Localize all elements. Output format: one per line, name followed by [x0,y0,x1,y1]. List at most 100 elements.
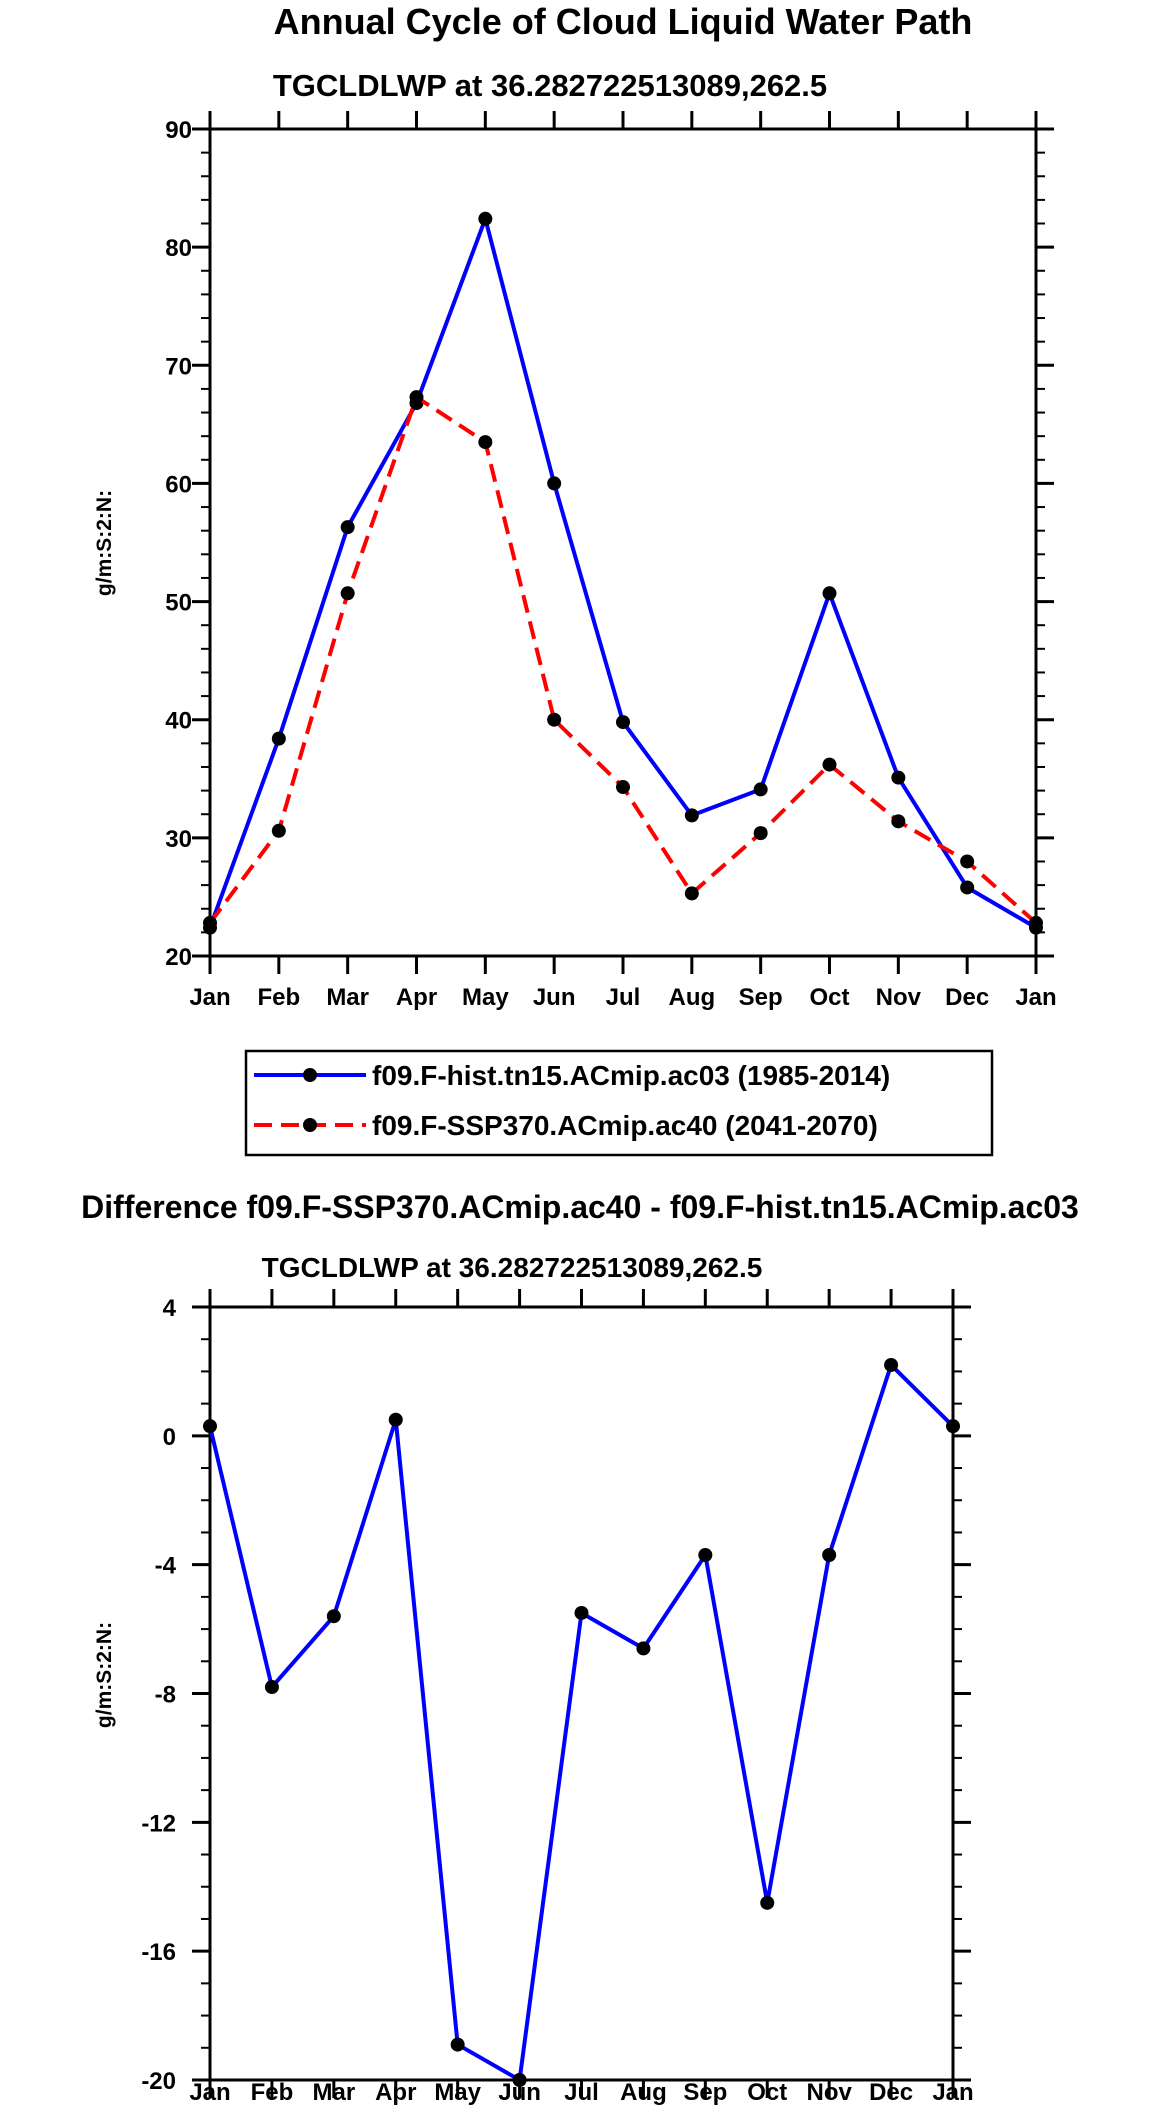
chart-1-xtick-label: Sep [739,984,783,1011]
chart-annual-cycle: Annual Cycle of Cloud Liquid Water Path … [93,1,1057,1157]
chart-1-axes [192,111,1054,974]
chart-2-xtick-label: Jan [189,2079,230,2106]
legend-item-hist: f09.F-hist.tn15.ACmip.ac03 (1985-2014) [254,1060,890,1091]
chart-1-series-1-point [478,435,493,450]
chart-1-ytick-label: 50 [165,590,192,617]
chart-1-series-1-point [960,854,975,869]
chart-2-subtitle: TGCLDLWP at 36.282722513089,262.5 [262,1252,763,1283]
chart-2-plot-frame [208,1305,955,2082]
chart-1-subtitle: TGCLDLWP at 36.282722513089,262.5 [273,68,827,103]
chart-difference: Difference f09.F-SSP370.ACmip.ac40 - f09… [81,1189,1079,2106]
chart-1-series-0-point [478,211,493,226]
chart-1-xtick-label: Apr [396,984,437,1011]
chart-1-plot-frame [208,127,1038,958]
chart-1-xtick-label: Nov [876,984,922,1011]
legend: f09.F-hist.tn15.ACmip.ac03 (1985-2014) f… [244,1049,994,1157]
chart-1-series-1-point [753,826,768,841]
chart-2-xtick-label: Oct [747,2079,787,2106]
chart-1-xtick-label: Jul [606,984,641,1011]
chart-1-series-line-0 [208,216,1038,930]
chart-2-xtick-label: Dec [869,2079,913,2106]
chart-2-ytick-label: -20 [141,2068,176,2095]
chart-2-series-line-0 [208,1362,955,2082]
chart-1-xtick-label: Dec [945,984,989,1011]
legend-item-ssp370: f09.F-SSP370.ACmip.ac40 (2041-2070) [254,1110,878,1141]
legend-label-hist: f09.F-hist.tn15.ACmip.ac03 (1985-2014) [372,1060,890,1091]
chart-2-title: Difference f09.F-SSP370.ACmip.ac40 - f09… [81,1189,1079,1225]
chart-2-ytick-label: -16 [141,1939,176,1966]
chart-1-y-axis-label: g/m:S:2:N: [93,490,116,596]
chart-1-series-1-point [203,915,217,930]
chart-1-tick-labels: 20 30 40 50 60 70 80 90 Jan Feb Mar Apr May Jun Jul Aug… [165,117,1056,1011]
chart-1-series-1-point [822,757,837,772]
chart-1-series-1-point [891,814,906,829]
chart-1-series-0-point [547,476,562,491]
chart-2-series-0-point [574,1605,589,1620]
chart-1-series-line-1 [208,395,1038,925]
legend-marker-ssp370 [303,1118,317,1132]
chart-2-series-0-point [512,2073,527,2087]
chart-1-xtick-label: Mar [326,984,369,1011]
chart-2-ytick-label: 4 [163,1295,177,1322]
chart-2-series [203,1357,960,2087]
chart-1-ytick-label: 90 [165,117,192,144]
chart-2-xtick-label: Apr [375,2079,416,2106]
chart-2-ytick-label: -8 [155,1682,176,1709]
chart-2-series-0-point [203,1419,217,1434]
chart-2-series-0-point [388,1412,403,1427]
chart-2-xtick-label: Jun [498,2079,541,2106]
chart-2-series-0-point [636,1641,651,1656]
legend-label-ssp370: f09.F-SSP370.ACmip.ac40 (2041-2070) [372,1110,878,1141]
chart-1-ytick-label: 40 [165,708,192,735]
chart-2-tick-labels: -20 -16 -12 -8 -4 0 4 Jan Feb Mar Apr May Jun Jul Aug S… [141,1295,973,2106]
chart-1-xtick-label: Jan [189,984,230,1011]
chart-2-axes [192,1289,971,2098]
legend-box [244,1049,994,1157]
chart-1-series-1-point [409,390,424,405]
chart-2-y-axis-label: g/m:S:2:N: [93,1622,116,1728]
chart-1-series-1-point [616,780,630,795]
chart-1-xtick-label: May [462,984,509,1011]
chart-2-ytick-label: -4 [155,1553,177,1580]
chart-2-series-0-point [884,1357,899,1372]
legend-marker-hist [303,1068,317,1082]
chart-1-series [203,211,1043,935]
chart-2-ytick-label: -12 [141,1810,176,1837]
chart-2-xtick-label: Jul [564,2079,599,2106]
chart-2-series-0-point [450,2037,465,2052]
chart-1-series-1-point [684,886,699,901]
chart-2-series-0-point [264,1680,279,1695]
chart-1-ytick-label: 30 [165,826,192,853]
chart-2-ytick-label: 0 [163,1424,176,1451]
chart-1-series-1-point [1029,915,1043,930]
chart-1-series-0-point [340,520,355,535]
chart-2-series-0-point [822,1548,837,1563]
chart-2-series-0-point [946,1419,960,1434]
chart-2-xtick-label: Mar [312,2079,355,2106]
chart-1-ytick-label: 20 [165,944,192,971]
chart-2-xtick-label: May [434,2079,481,2106]
chart-1-xtick-label: Jun [533,984,576,1011]
chart-1-series-1-point [340,586,355,601]
chart-1-ytick-label: 70 [165,353,192,380]
chart-2-xtick-label: Aug [620,2079,667,2106]
chart-1-title: Annual Cycle of Cloud Liquid Water Path [274,1,973,42]
chart-1-series-0-point [271,731,286,746]
chart-2-series-0-point [760,1895,775,1910]
chart-1-ytick-label: 80 [165,235,192,262]
chart-2-xtick-label: Feb [251,2079,294,2106]
chart-2-xtick-label: Sep [683,2079,727,2106]
chart-1-series-1-point [547,712,562,727]
chart-2-series-0-point [698,1548,713,1563]
chart-2-xtick-label: Nov [806,2079,852,2106]
chart-1-ytick-label: 60 [165,471,192,498]
chart-2-xtick-label: Jan [932,2079,973,2106]
chart-1-series-1-point [271,823,286,838]
chart-1-series-0-point [684,808,699,823]
chart-1-series-0-point [960,880,975,895]
chart-1-series-0-point [616,715,630,730]
chart-1-xtick-label: Jan [1015,984,1056,1011]
chart-1-series-0-point [753,782,768,797]
chart-1-xtick-label: Feb [257,984,300,1011]
